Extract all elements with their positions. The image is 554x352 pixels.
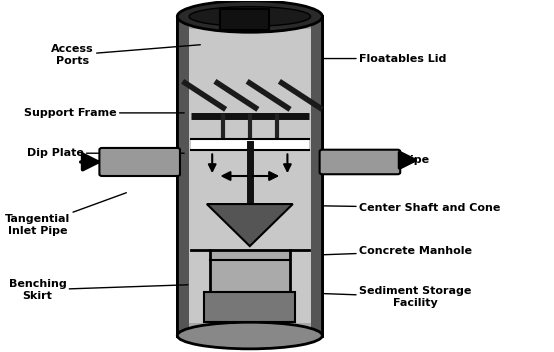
Text: Support Frame: Support Frame: [24, 108, 184, 118]
Text: Dip Plate: Dip Plate: [27, 148, 184, 158]
Text: Outlet Pipe: Outlet Pipe: [322, 155, 429, 174]
FancyBboxPatch shape: [220, 10, 269, 31]
Text: Sediment Storage
Facility: Sediment Storage Facility: [322, 286, 471, 308]
Polygon shape: [207, 204, 293, 246]
FancyBboxPatch shape: [191, 139, 309, 150]
Text: Center Shaft and Cone: Center Shaft and Cone: [322, 202, 500, 213]
Text: Access
Ports: Access Ports: [51, 44, 201, 66]
Text: Tangential
Inlet Pipe: Tangential Inlet Pipe: [5, 193, 126, 236]
FancyBboxPatch shape: [177, 17, 322, 335]
Text: Concrete Manhole: Concrete Manhole: [322, 246, 472, 256]
Ellipse shape: [189, 7, 310, 26]
FancyBboxPatch shape: [320, 150, 400, 174]
Ellipse shape: [177, 322, 322, 349]
Ellipse shape: [177, 1, 322, 32]
FancyBboxPatch shape: [189, 29, 310, 323]
FancyBboxPatch shape: [99, 148, 180, 176]
Text: Benching
Skirt: Benching Skirt: [9, 279, 188, 301]
FancyBboxPatch shape: [204, 293, 295, 322]
FancyBboxPatch shape: [177, 17, 189, 335]
FancyBboxPatch shape: [310, 17, 322, 335]
FancyBboxPatch shape: [209, 250, 290, 309]
Text: Floatables Lid: Floatables Lid: [322, 54, 446, 64]
